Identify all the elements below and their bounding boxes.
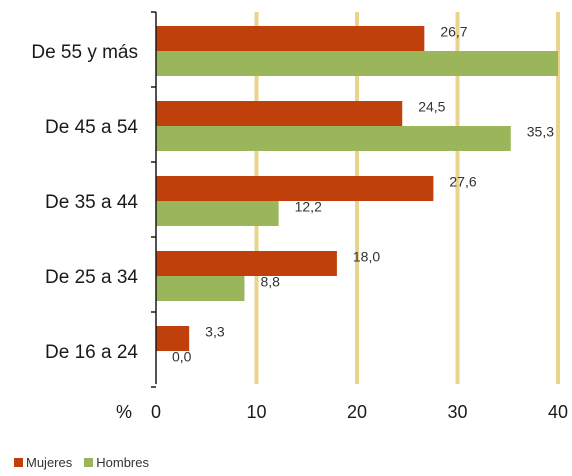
data-label-mujeres: 18,0 — [353, 249, 380, 265]
bar-hombres — [156, 51, 558, 76]
legend-label-mujeres: Mujeres — [26, 455, 73, 470]
legend-swatch-mujeres — [14, 458, 23, 467]
x-tick-label: 40 — [548, 402, 568, 422]
x-tick-label: 0 — [151, 402, 161, 422]
bar-chart: 26,7 De 55 y más 24,5 35,3 De 45 a 54 27,6 12,… — [31, 11, 568, 422]
bar-hombres — [156, 126, 511, 151]
legend: Mujeres Hombres — [14, 455, 149, 470]
legend-item-mujeres: Mujeres — [14, 455, 72, 470]
data-label-mujeres: 24,5 — [418, 99, 445, 115]
bar-hombres — [156, 201, 279, 226]
data-label-hombres: 8,8 — [260, 274, 280, 290]
bar-mujeres — [156, 26, 425, 51]
bar-hombres — [156, 276, 245, 301]
category-label: De 45 a 54 — [45, 117, 138, 138]
bar-mujeres — [156, 251, 337, 276]
category-label: De 25 a 34 — [45, 267, 138, 288]
data-label-mujeres: 27,6 — [449, 174, 476, 190]
legend-label-hombres: Hombres — [96, 455, 149, 470]
bar-mujeres — [156, 176, 434, 201]
data-label-hombres: 12,2 — [295, 199, 322, 215]
x-tick-label: 20 — [347, 402, 367, 422]
legend-item-hombres: Hombres — [84, 455, 149, 470]
bar-mujeres — [156, 326, 190, 351]
category-label: De 16 a 24 — [45, 342, 138, 363]
x-tick-label: 10 — [246, 402, 266, 422]
data-label-hombres: 35,3 — [527, 124, 554, 140]
data-label-hombres: 0,0 — [172, 349, 192, 365]
bar-mujeres — [156, 101, 403, 126]
x-axis-label: % — [116, 402, 132, 422]
data-label-mujeres: 3,3 — [205, 324, 225, 340]
legend-swatch-hombres — [84, 458, 94, 467]
category-label: De 35 a 44 — [45, 192, 138, 213]
data-label-mujeres: 26,7 — [440, 24, 467, 40]
category-label: De 55 y más — [31, 42, 138, 63]
x-tick-label: 30 — [447, 402, 467, 422]
